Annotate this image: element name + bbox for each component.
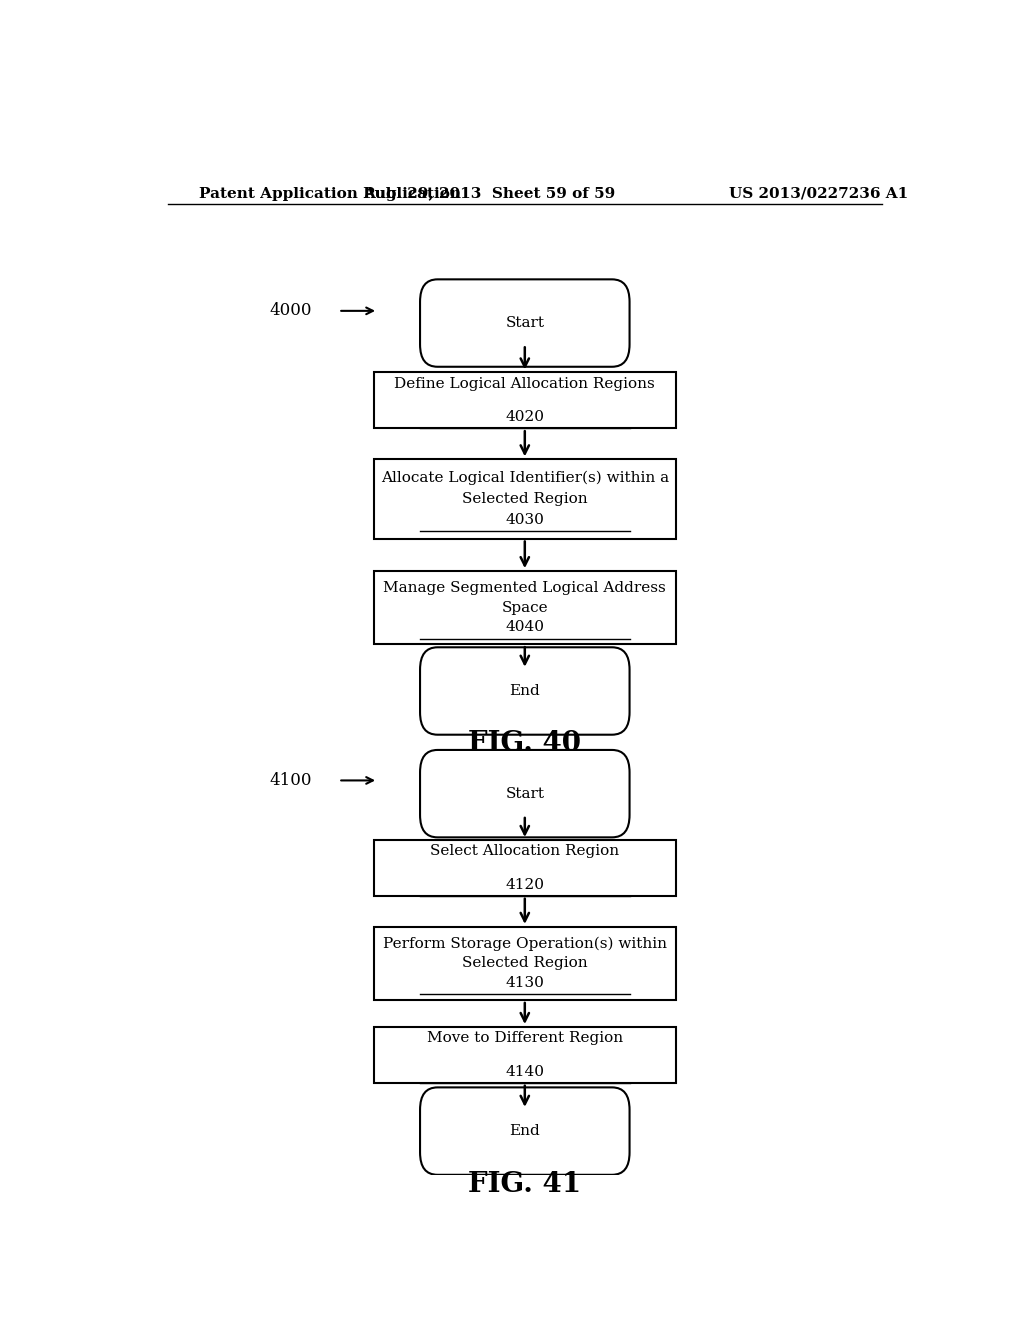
FancyBboxPatch shape [420, 647, 630, 735]
Text: Space: Space [502, 601, 548, 615]
Text: Patent Application Publication: Patent Application Publication [200, 187, 462, 201]
Text: Move to Different Region: Move to Different Region [427, 1031, 623, 1045]
Text: Define Logical Allocation Regions: Define Logical Allocation Regions [394, 376, 655, 391]
FancyBboxPatch shape [374, 572, 676, 644]
Text: End: End [509, 684, 541, 698]
Text: Start: Start [505, 315, 545, 330]
Text: 4040: 4040 [505, 620, 545, 635]
FancyBboxPatch shape [374, 1027, 676, 1082]
Text: 4120: 4120 [505, 878, 545, 891]
Text: Perform Storage Operation(s) within: Perform Storage Operation(s) within [383, 936, 667, 950]
FancyBboxPatch shape [374, 840, 676, 896]
Text: 4140: 4140 [505, 1065, 545, 1078]
Text: Aug. 29, 2013  Sheet 59 of 59: Aug. 29, 2013 Sheet 59 of 59 [362, 187, 615, 201]
FancyBboxPatch shape [374, 459, 676, 539]
FancyBboxPatch shape [374, 372, 676, 428]
FancyBboxPatch shape [420, 750, 630, 837]
FancyBboxPatch shape [420, 280, 630, 367]
Text: US 2013/0227236 A1: US 2013/0227236 A1 [729, 187, 908, 201]
Text: Manage Segmented Logical Address: Manage Segmented Logical Address [383, 581, 667, 595]
Text: 4130: 4130 [506, 977, 544, 990]
Text: FIG. 41: FIG. 41 [468, 1171, 582, 1199]
Text: Selected Region: Selected Region [462, 957, 588, 970]
Text: FIG. 40: FIG. 40 [468, 730, 582, 758]
FancyBboxPatch shape [374, 927, 676, 1001]
Text: Allocate Logical Identifier(s) within a: Allocate Logical Identifier(s) within a [381, 470, 669, 484]
Text: Start: Start [505, 787, 545, 801]
FancyBboxPatch shape [420, 1088, 630, 1175]
Text: 4030: 4030 [506, 513, 544, 527]
Text: Select Allocation Region: Select Allocation Region [430, 843, 620, 858]
Text: 4000: 4000 [269, 302, 312, 319]
Text: 4100: 4100 [269, 772, 312, 789]
Text: 4020: 4020 [505, 411, 545, 424]
Text: End: End [509, 1125, 541, 1138]
Text: Selected Region: Selected Region [462, 492, 588, 506]
